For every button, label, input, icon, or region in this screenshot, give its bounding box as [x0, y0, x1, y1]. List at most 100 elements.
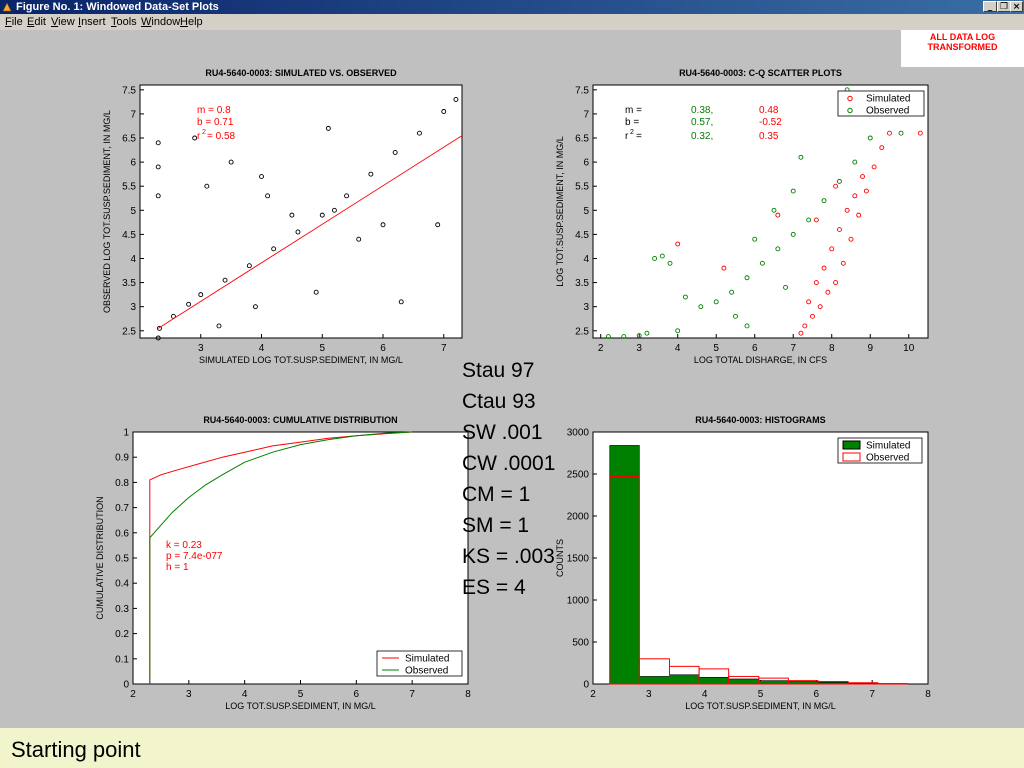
data-point — [775, 246, 781, 252]
restore-icon: ❐ — [999, 2, 1009, 12]
badge-line-1: ALL DATA LOG — [929, 32, 996, 42]
x-tick-label: 3 — [636, 343, 642, 354]
menu-edit[interactable]: Edit — [27, 16, 46, 28]
x-tick-label: 8 — [465, 689, 471, 700]
x-tick-label: 8 — [829, 343, 835, 354]
data-point — [879, 145, 885, 151]
stats-row-r-exp: 2 — [630, 129, 634, 136]
y-tick-label: 3.5 — [122, 278, 136, 289]
x-tick-label: 2 — [130, 689, 136, 700]
data-point — [898, 130, 904, 136]
data-point — [453, 97, 459, 102]
data-point — [441, 109, 447, 114]
data-point — [636, 333, 642, 339]
data-point — [644, 330, 650, 336]
x-tick-label: 8 — [925, 689, 931, 700]
bar-observed — [609, 476, 640, 685]
data-point — [829, 246, 835, 252]
x-tick-label: 2 — [598, 343, 604, 354]
chart-2: RU4-5640-0003: C-Q SCATTER PLOTS LOG TOTA… — [555, 68, 929, 365]
stats-simulated-value: -0.52 — [759, 117, 782, 128]
data-point — [798, 154, 804, 160]
data-point — [821, 198, 827, 204]
chart-4: RU4-5640-0003: HISTOGRAMS LOG TOT.SUSP.SE… — [555, 415, 931, 711]
data-point — [295, 229, 301, 235]
data-point — [783, 284, 788, 290]
y-tick-label: 5.5 — [575, 182, 589, 193]
y-tick-label: 0.4 — [115, 579, 129, 590]
data-point — [417, 130, 422, 136]
minimize-button[interactable]: _ — [983, 1, 997, 12]
data-point — [844, 207, 850, 213]
data-point — [667, 260, 673, 266]
plot-area — [139, 84, 463, 339]
data-point — [246, 263, 252, 269]
data-point — [744, 323, 750, 329]
x-axis-label: LOG TOTAL DISHARGE, IN CFS — [694, 355, 827, 365]
y-axis-label: COUNTS — [555, 539, 565, 577]
x-tick-label: 5 — [319, 343, 325, 354]
y-tick-label: 6 — [130, 158, 136, 169]
log-transform-badge: ALL DATA LOG TRANSFORMED — [901, 30, 1024, 67]
y-tick-label: 6.5 — [575, 134, 589, 145]
data-point — [759, 260, 765, 266]
y-axis-label: CUMULATIVE DISTRIBUTION — [95, 496, 105, 619]
x-tick-label: 3 — [646, 689, 652, 700]
data-point — [380, 222, 386, 228]
close-button[interactable]: × — [1010, 1, 1023, 12]
data-point — [435, 222, 441, 228]
close-icon: × — [1012, 2, 1021, 12]
footer-text: Starting point — [11, 737, 141, 762]
data-point — [733, 313, 738, 319]
y-tick-label: 5.5 — [122, 182, 136, 193]
chart-3: RU4-5640-0003: CUMULATIVE DISTRIBUTION LO… — [95, 415, 471, 711]
y-tick-label: 6.5 — [122, 134, 136, 145]
data-point — [802, 323, 808, 329]
menu-view[interactable]: View — [51, 16, 75, 28]
window-title: Figure No. 1: Windowed Data-Set Plots — [16, 1, 219, 13]
stat-stau: Stau 97 — [462, 359, 535, 382]
x-tick-label: 7 — [869, 689, 875, 700]
data-point — [833, 280, 839, 286]
chart-title: RU4-5640-0003: HISTOGRAMS — [695, 415, 825, 425]
menu-tools[interactable]: Tools — [111, 16, 137, 28]
menu-window[interactable]: Window — [141, 16, 181, 28]
menu-insert[interactable]: Insert — [78, 16, 106, 28]
data-point — [682, 294, 688, 300]
data-point — [186, 301, 192, 307]
x-tick-label: 4 — [259, 343, 265, 354]
y-tick-label: 0.8 — [115, 478, 129, 489]
data-point — [806, 299, 812, 305]
plot-area — [592, 84, 929, 339]
data-point — [744, 275, 750, 281]
annotation-r: r — [197, 131, 201, 142]
statistics-list: Stau 97 Ctau 93 SW .001 CW .0001 CM = 1 … — [462, 355, 555, 603]
x-axis-label: SIMULATED LOG TOT.SUSP.SEDIMENT, IN MG/L — [199, 355, 403, 365]
y-axis-label: OBSERVED LOG TOT.SUSP.SEDIMENT, IN MG/L — [102, 110, 112, 313]
legend-box — [376, 650, 463, 677]
y-tick-label: 0.1 — [115, 654, 129, 665]
stat-sw: SW .001 — [462, 421, 543, 444]
stats-observed-value: 0.38, — [691, 105, 713, 116]
annotation-ks: p = 7.4e-077 — [166, 551, 223, 562]
y-tick-label: 4.5 — [575, 230, 589, 241]
menu-help[interactable]: Help — [180, 16, 203, 28]
data-point — [192, 135, 198, 141]
x-axis-label: LOG TOT.SUSP.SEDIMENT, IN MG/L — [225, 701, 376, 711]
data-point — [798, 330, 804, 336]
annotation-ks: k = 0.23 — [166, 540, 202, 551]
x-tick-label: 7 — [790, 343, 796, 354]
y-tick-label: 3.5 — [575, 278, 589, 289]
menu-file[interactable]: File — [5, 16, 23, 28]
y-tick-label: 4.5 — [122, 230, 136, 241]
data-point — [289, 212, 295, 218]
data-point — [331, 207, 337, 213]
legend-entry: Simulated — [405, 654, 449, 665]
data-point — [848, 236, 854, 242]
annotation-r-exp: 2 — [202, 129, 206, 136]
data-point — [605, 334, 611, 340]
legend-swatch — [842, 440, 861, 450]
data-point — [271, 246, 277, 252]
stat-cm: CM = 1 — [462, 483, 531, 506]
x-tick-label: 4 — [702, 689, 708, 700]
